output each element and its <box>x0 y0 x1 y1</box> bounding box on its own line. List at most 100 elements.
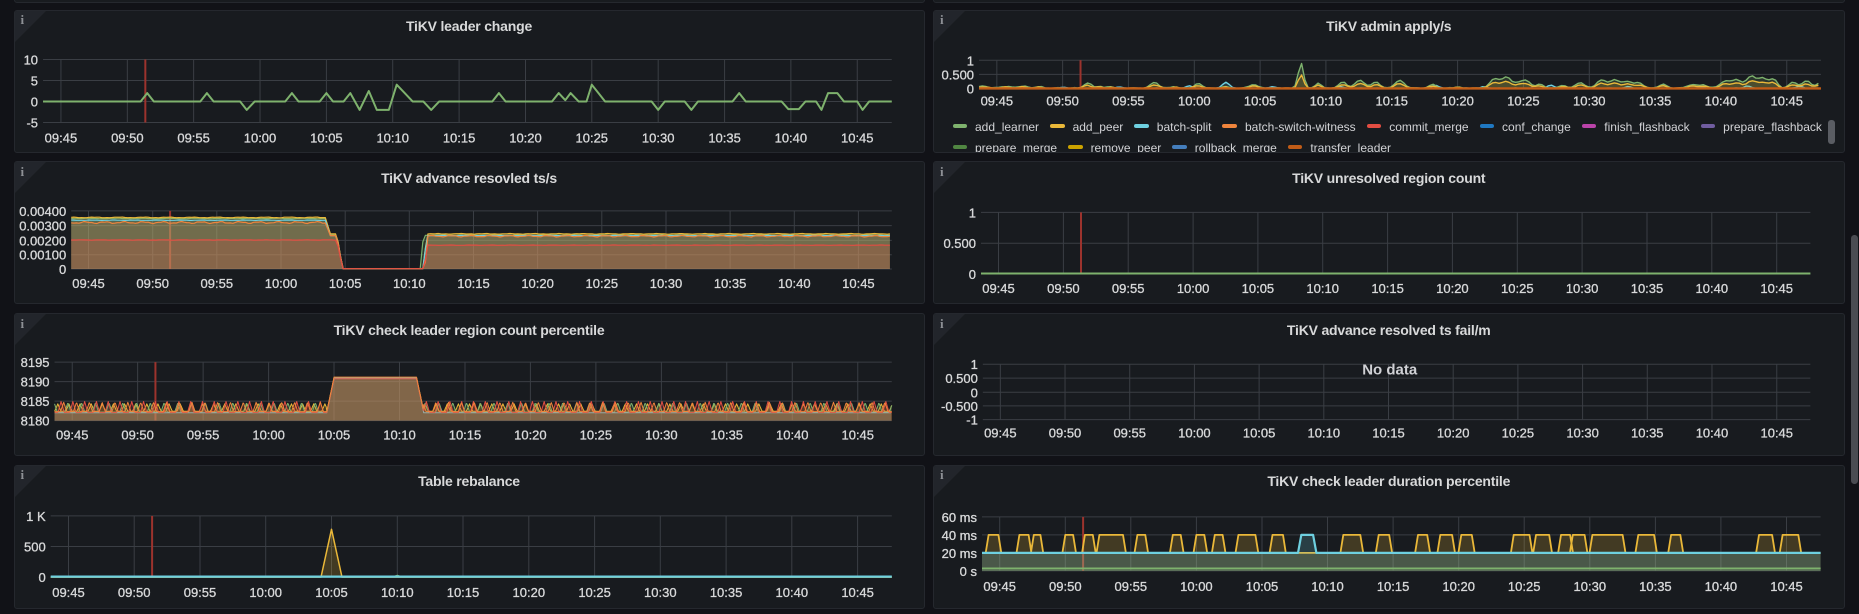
svg-text:60 ms: 60 ms <box>942 509 978 524</box>
svg-text:09:50: 09:50 <box>121 427 153 442</box>
svg-text:10:15: 10:15 <box>442 130 475 145</box>
svg-text:10:25: 10:25 <box>1501 281 1534 296</box>
svg-text:10:00: 10:00 <box>264 276 297 291</box>
svg-text:0.00200: 0.00200 <box>19 233 66 248</box>
svg-text:0: 0 <box>38 570 45 585</box>
svg-text:10:25: 10:25 <box>575 130 607 145</box>
svg-text:10:35: 10:35 <box>710 427 743 442</box>
svg-text:10:35: 10:35 <box>713 276 746 291</box>
svg-text:10:25: 10:25 <box>579 427 612 442</box>
svg-text:09:45: 09:45 <box>52 585 85 600</box>
svg-text:10:40: 10:40 <box>774 130 807 145</box>
svg-text:1: 1 <box>971 357 978 372</box>
svg-text:10:20: 10:20 <box>1442 579 1475 594</box>
svg-text:10:40: 10:40 <box>776 427 809 442</box>
svg-text:10:00: 10:00 <box>1180 579 1213 594</box>
svg-text:10:05: 10:05 <box>1244 93 1277 108</box>
svg-text:10:35: 10:35 <box>708 130 740 145</box>
svg-text:10:10: 10:10 <box>393 276 426 291</box>
svg-text:0: 0 <box>58 262 65 277</box>
svg-text:10:25: 10:25 <box>1508 579 1541 594</box>
svg-text:10:10: 10:10 <box>1308 425 1341 440</box>
svg-text:10:35: 10:35 <box>1639 93 1671 108</box>
svg-text:10:35: 10:35 <box>1631 425 1664 440</box>
svg-text:0.00300: 0.00300 <box>19 219 66 234</box>
svg-text:09:45: 09:45 <box>44 130 77 145</box>
svg-text:0 s: 0 s <box>960 563 978 578</box>
svg-text:10:20: 10:20 <box>512 585 545 600</box>
svg-text:10:00: 10:00 <box>249 585 282 600</box>
svg-text:10:15: 10:15 <box>457 276 490 291</box>
svg-text:5: 5 <box>30 73 37 88</box>
svg-text:10:15: 10:15 <box>448 427 481 442</box>
svg-text:09:50: 09:50 <box>1049 579 1082 594</box>
svg-text:10:30: 10:30 <box>1574 579 1607 594</box>
svg-text:09:45: 09:45 <box>981 93 1014 108</box>
svg-text:10:15: 10:15 <box>446 585 479 600</box>
svg-text:09:45: 09:45 <box>984 425 1017 440</box>
svg-text:1: 1 <box>969 205 976 220</box>
svg-text:8185: 8185 <box>20 394 49 409</box>
svg-text:10: 10 <box>23 52 37 67</box>
svg-text:8195: 8195 <box>20 355 49 370</box>
svg-text:10:30: 10:30 <box>641 130 673 145</box>
svg-text:8190: 8190 <box>20 375 49 390</box>
svg-text:09:55: 09:55 <box>1113 425 1146 440</box>
svg-text:10:10: 10:10 <box>1310 93 1343 108</box>
svg-text:10:20: 10:20 <box>514 427 547 442</box>
svg-text:10:20: 10:20 <box>1437 425 1470 440</box>
svg-text:10:00: 10:00 <box>1178 425 1211 440</box>
svg-text:20 ms: 20 ms <box>942 545 978 560</box>
svg-text:10:20: 10:20 <box>1436 281 1469 296</box>
svg-text:0: 0 <box>30 94 37 109</box>
svg-text:0.00100: 0.00100 <box>19 248 66 263</box>
svg-text:10:00: 10:00 <box>1178 93 1211 108</box>
svg-text:0.00400: 0.00400 <box>19 204 66 219</box>
svg-text:10:45: 10:45 <box>1761 425 1794 440</box>
svg-text:10:10: 10:10 <box>1311 579 1344 594</box>
svg-text:10:05: 10:05 <box>315 585 348 600</box>
svg-text:10:40: 10:40 <box>1696 425 1729 440</box>
svg-text:10:40: 10:40 <box>1705 579 1738 594</box>
svg-text:10:25: 10:25 <box>1507 93 1540 108</box>
svg-text:10:15: 10:15 <box>1371 281 1404 296</box>
svg-text:10:40: 10:40 <box>778 276 811 291</box>
svg-text:09:45: 09:45 <box>983 579 1016 594</box>
svg-text:10:15: 10:15 <box>1377 579 1410 594</box>
svg-text:09:55: 09:55 <box>183 585 216 600</box>
svg-text:0: 0 <box>967 81 974 96</box>
svg-text:No data: No data <box>1362 361 1418 378</box>
svg-text:10:25: 10:25 <box>585 276 618 291</box>
svg-text:09:50: 09:50 <box>1047 281 1080 296</box>
svg-text:10:05: 10:05 <box>310 130 343 145</box>
svg-text:10:45: 10:45 <box>841 585 874 600</box>
svg-text:8180: 8180 <box>20 414 49 429</box>
svg-text:10:35: 10:35 <box>1639 579 1672 594</box>
svg-text:10:45: 10:45 <box>1771 93 1804 108</box>
svg-text:10:10: 10:10 <box>383 427 416 442</box>
svg-text:10:30: 10:30 <box>644 585 677 600</box>
svg-text:10:35: 10:35 <box>1631 281 1664 296</box>
svg-text:09:55: 09:55 <box>1115 579 1148 594</box>
svg-text:10:30: 10:30 <box>1566 281 1599 296</box>
svg-text:10:20: 10:20 <box>1441 93 1474 108</box>
svg-text:-5: -5 <box>26 115 38 130</box>
svg-text:10:15: 10:15 <box>1372 425 1405 440</box>
svg-text:09:50: 09:50 <box>117 585 150 600</box>
svg-text:500: 500 <box>23 539 45 554</box>
svg-text:10:00: 10:00 <box>243 130 275 145</box>
svg-text:09:50: 09:50 <box>136 276 169 291</box>
svg-text:09:45: 09:45 <box>55 427 87 442</box>
svg-text:10:35: 10:35 <box>709 585 742 600</box>
svg-text:-1: -1 <box>966 413 978 428</box>
svg-text:0.500: 0.500 <box>943 236 976 251</box>
svg-text:0.500: 0.500 <box>942 67 974 82</box>
svg-text:09:50: 09:50 <box>1049 425 1082 440</box>
svg-text:09:45: 09:45 <box>72 276 105 291</box>
svg-text:09:50: 09:50 <box>1046 93 1079 108</box>
svg-text:10:10: 10:10 <box>381 585 414 600</box>
svg-text:10:40: 10:40 <box>775 585 808 600</box>
svg-text:10:25: 10:25 <box>1502 425 1535 440</box>
svg-text:10:00: 10:00 <box>1177 281 1210 296</box>
svg-text:09:55: 09:55 <box>186 427 218 442</box>
